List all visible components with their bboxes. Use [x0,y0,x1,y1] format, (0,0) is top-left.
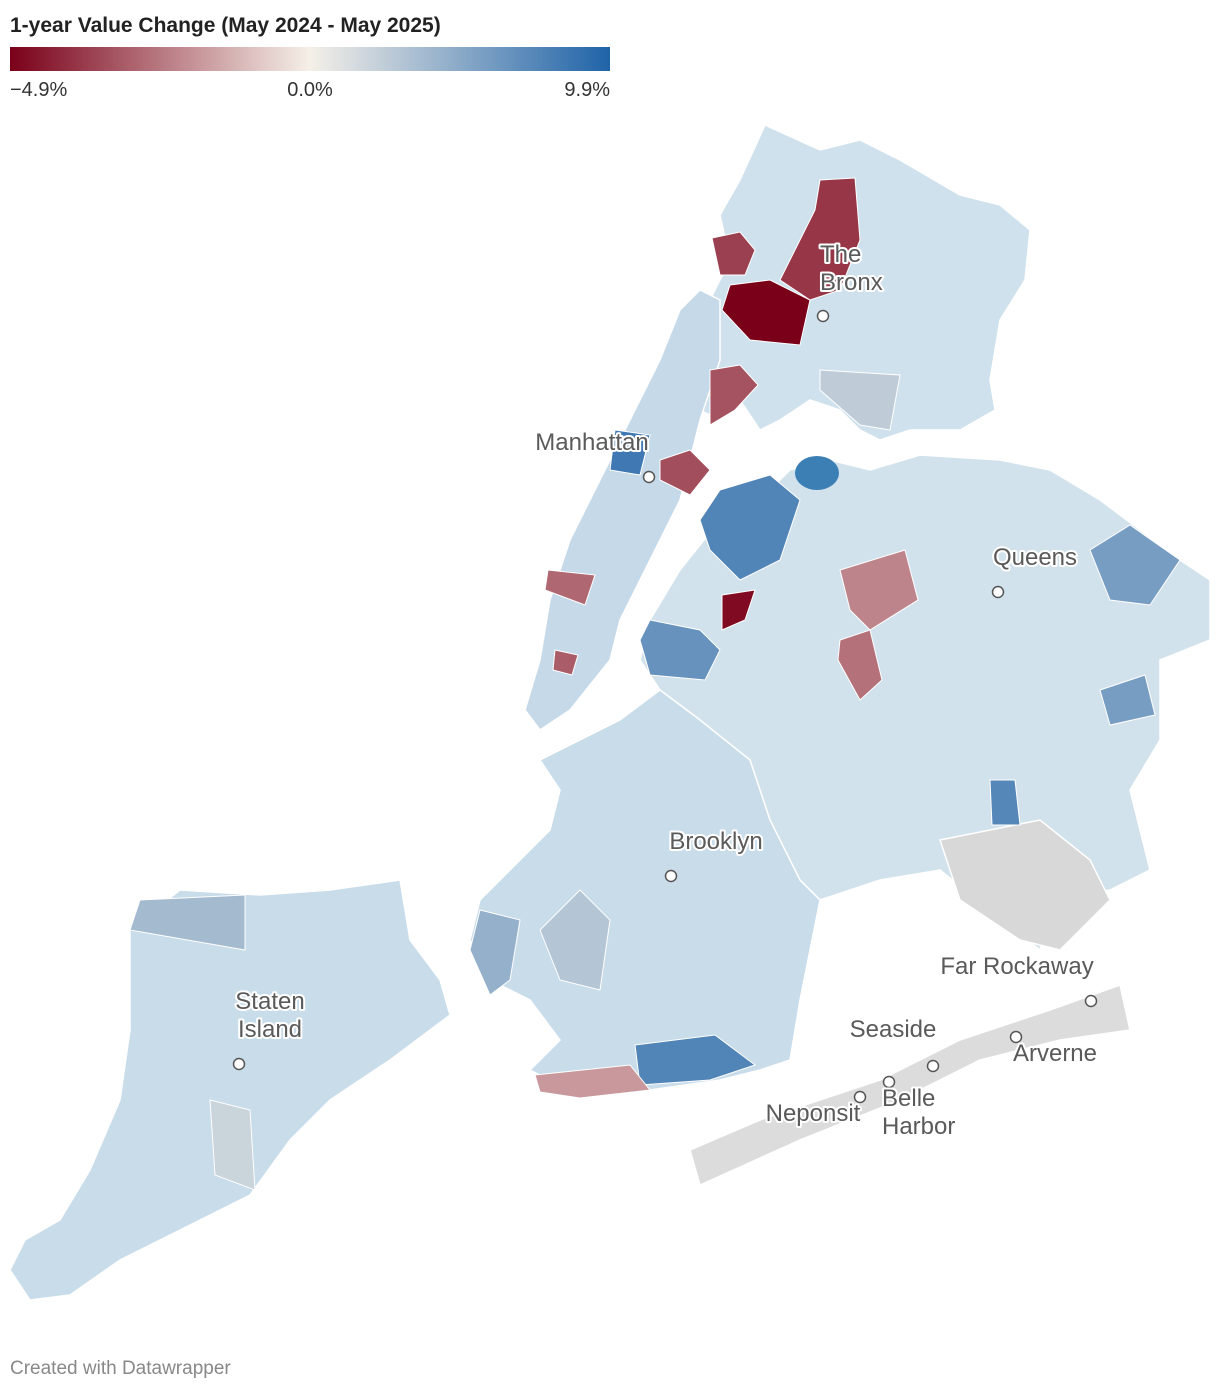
place-label: Seaside [850,1016,937,1043]
region [609,429,651,476]
region [534,1064,651,1099]
place-label: Manhattan [535,429,648,456]
legend-bar [10,47,610,71]
place-marker [816,309,830,323]
place-label: Arverne [1013,1040,1097,1067]
place-label: Island [238,1016,302,1043]
place-label: Bronx [820,269,883,296]
place-label: Staten [235,988,304,1015]
legend-label: −4.9% [10,79,67,101]
place-label: Belle [882,1085,935,1112]
place-label: Brooklyn [669,828,762,855]
region [711,231,756,276]
place-marker [991,585,1005,599]
airport [939,819,1111,951]
place-marker [1084,994,1098,1008]
island [795,456,839,490]
region [779,177,861,301]
legend-label: 9.9% [564,79,610,101]
place-marker [1009,1030,1023,1044]
place-marker [232,1057,246,1071]
map-title: 1-year Value Change (May 2024 - May 2025… [10,14,441,37]
region [544,569,596,606]
boroughs [9,124,1211,1301]
place-marker [664,869,678,883]
region [639,619,721,681]
regions [129,177,1181,1191]
region [659,449,711,496]
place-marker [926,1059,940,1073]
region [819,369,901,431]
region [209,1099,256,1191]
region [721,589,756,631]
region [839,549,919,631]
region [1099,674,1156,726]
footer: Created with Datawrapper [10,1358,231,1379]
place-label: Far Rockaway [940,953,1093,980]
region [1089,524,1181,606]
region [129,894,246,951]
region [721,279,811,346]
place-marker [882,1075,896,1089]
place-label: Harbor [882,1113,955,1140]
place-label: The [820,241,861,268]
region [552,649,579,676]
place-marker [853,1090,867,1104]
region [709,364,759,426]
region [837,629,883,701]
place-marker [642,470,656,484]
place-label: Neponsit [766,1100,861,1127]
staten-island [9,879,451,1301]
region [989,779,1021,826]
brooklyn [469,689,821,1091]
region [699,474,801,581]
legend-label: 0.0% [287,79,333,101]
place-label: Queens [993,544,1077,571]
region [469,909,521,996]
region [539,889,611,991]
